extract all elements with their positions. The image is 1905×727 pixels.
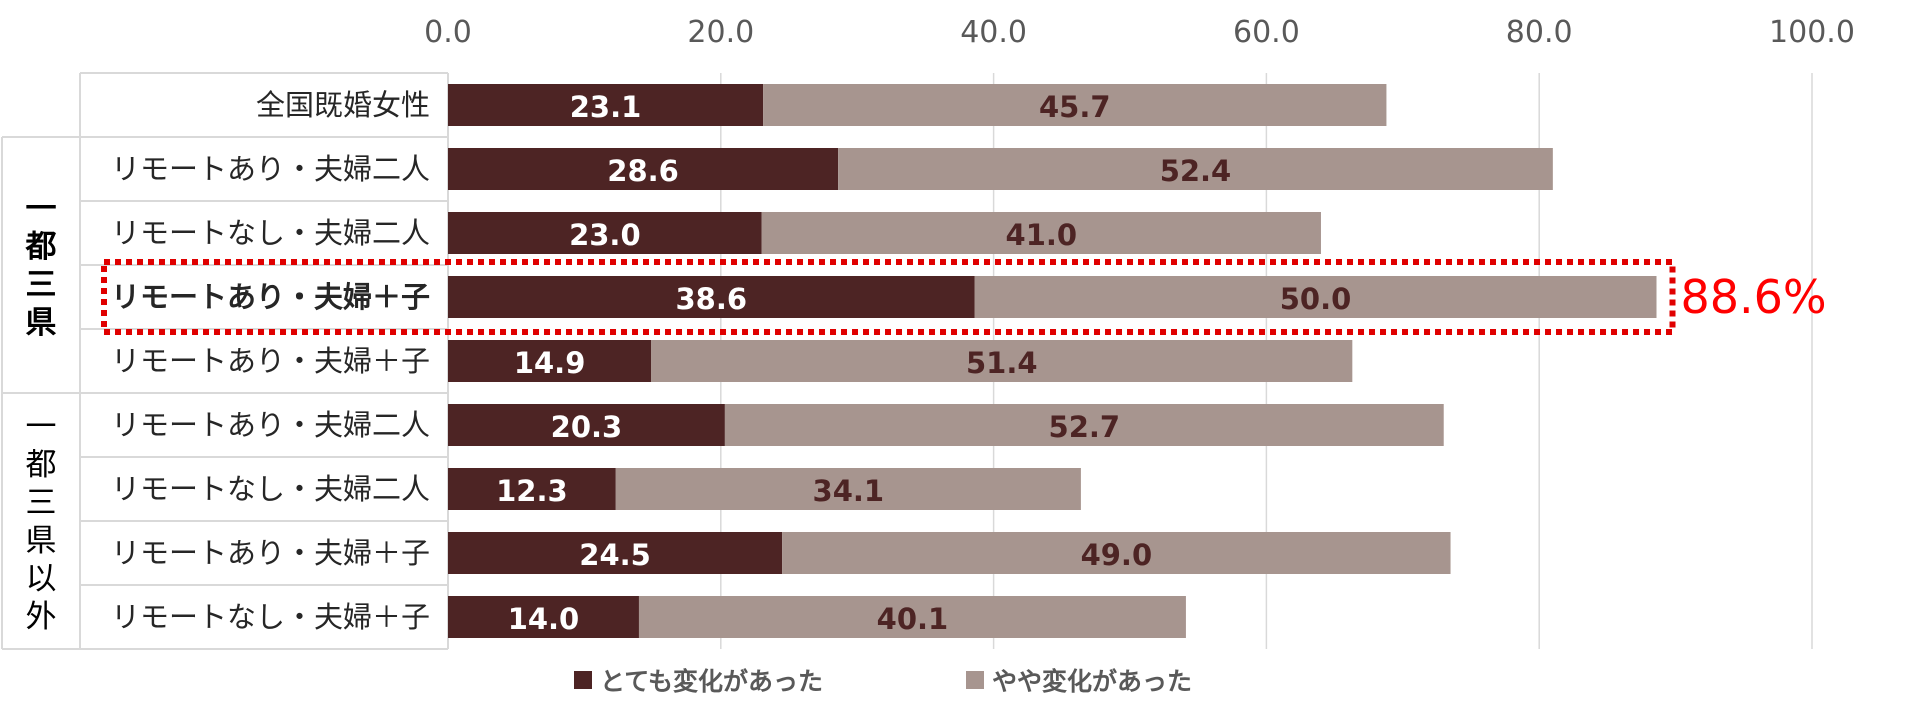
data-label: 14.9 [514, 346, 586, 380]
x-tick-label: 20.0 [687, 15, 754, 50]
data-label: 40.1 [877, 602, 949, 636]
group-label-char: 県 [26, 523, 57, 559]
category-label: 全国既婚女性 [256, 88, 430, 122]
x-tick-label: 40.0 [960, 15, 1027, 50]
group-label-char: 都 [26, 447, 57, 483]
bar-segment [761, 212, 1321, 254]
group-label-char: 一 [26, 191, 57, 227]
bar-segment [651, 340, 1353, 382]
bar-segment [448, 84, 764, 126]
bar-segment [448, 148, 839, 190]
x-tick-label: 0.0 [424, 15, 472, 50]
group-label-char: 三 [26, 485, 57, 521]
x-tick-label: 80.0 [1506, 15, 1573, 50]
bar-segment [448, 212, 762, 254]
bar-segment [448, 276, 975, 318]
data-label: 28.6 [607, 154, 679, 188]
data-label: 34.1 [813, 474, 885, 508]
group-label-char: 県 [26, 305, 57, 341]
category-label: リモートなし・夫婦二人 [111, 216, 430, 250]
legend-swatch [966, 671, 984, 689]
data-label: 49.0 [1081, 538, 1153, 572]
group-label-char: 外 [26, 599, 57, 635]
data-label: 38.6 [675, 282, 747, 316]
bar-segment [838, 148, 1553, 190]
bar-segment [782, 532, 1451, 574]
data-label: 50.0 [1280, 282, 1352, 316]
legend-label: とても変化があった [600, 667, 823, 696]
x-tick-label: 60.0 [1233, 15, 1300, 50]
category-label: リモートあり・夫婦二人 [111, 152, 430, 186]
bar-segment [448, 340, 652, 382]
bar-segment [638, 596, 1186, 638]
category-label: リモートあり・夫婦＋子 [111, 344, 430, 378]
data-label: 24.5 [579, 538, 651, 572]
category-label: リモートあり・夫婦二人 [111, 408, 430, 442]
bar-segment [615, 468, 1081, 510]
data-label: 23.0 [569, 218, 641, 252]
group-label-char: 以 [26, 561, 57, 597]
bar-segment [448, 596, 639, 638]
data-label: 12.3 [496, 474, 568, 508]
x-tick-label: 100.0 [1769, 15, 1855, 50]
group-label-char: 三 [26, 267, 57, 303]
category-label: リモートなし・夫婦＋子 [111, 600, 430, 634]
group-label-char: 一 [26, 409, 57, 445]
group-label-char: 都 [25, 229, 57, 265]
legend-swatch [574, 671, 592, 689]
data-label: 52.7 [1049, 410, 1121, 444]
data-label: 45.7 [1039, 90, 1111, 124]
bar-segment [448, 404, 725, 446]
bar-segment [974, 276, 1657, 318]
bar-segment [448, 468, 616, 510]
bar-segment [763, 84, 1387, 126]
data-label: 14.0 [508, 602, 580, 636]
category-label: リモートなし・夫婦二人 [111, 472, 430, 506]
data-label: 23.1 [570, 90, 642, 124]
data-label: 41.0 [1006, 218, 1078, 252]
highlight-box [101, 259, 1676, 335]
highlight-total-label: 88.6% [1681, 270, 1827, 324]
data-label: 20.3 [551, 410, 623, 444]
category-label: リモートあり・夫婦＋子 [111, 536, 430, 570]
data-label: 52.4 [1160, 154, 1232, 188]
bar-segment [724, 404, 1444, 446]
legend-label: やや変化があった [992, 667, 1192, 696]
category-label: リモートあり・夫婦＋子 [111, 280, 430, 314]
bar-segment [448, 532, 783, 574]
data-label: 51.4 [966, 346, 1038, 380]
